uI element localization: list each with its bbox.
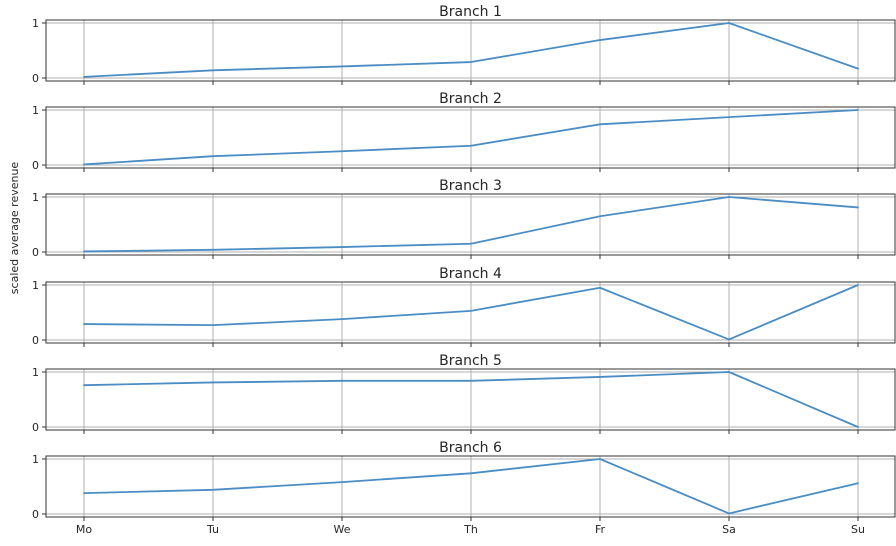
y-tick-label: 0 — [32, 508, 39, 521]
y-tick-label: 1 — [32, 366, 39, 379]
panel-title: Branch 4 — [439, 266, 502, 282]
x-tick-label: Fr — [595, 523, 606, 536]
panel-title: Branch 5 — [439, 353, 502, 369]
y-tick-label: 1 — [32, 279, 39, 292]
panel-title: Branch 3 — [439, 178, 502, 194]
panel-title: Branch 1 — [439, 4, 502, 20]
x-tick-label: Tu — [206, 523, 219, 536]
y-tick-label: 1 — [32, 453, 39, 466]
panels-group: Branch 1 0 1 Branch 2 0 1 Branch 3 0 1 Branch 4 0 1… — [32, 4, 896, 521]
x-tick-label: Sa — [722, 523, 736, 536]
y-tick-label: 0 — [32, 421, 39, 434]
y-tick-label: 1 — [32, 17, 39, 30]
y-axis-label: scaled average revenue — [8, 162, 21, 295]
y-tick-label: 1 — [32, 104, 39, 117]
panel-branch-6: Branch 6 0 1 — [32, 440, 896, 521]
panel-title: Branch 2 — [439, 91, 502, 107]
x-tick-label: Mo — [76, 523, 92, 536]
panel-branch-5: Branch 5 0 1 — [32, 353, 896, 434]
panel-branch-1: Branch 1 0 1 — [32, 4, 896, 85]
y-tick-label: 0 — [32, 72, 39, 85]
panel-branch-3: Branch 3 0 1 — [32, 178, 896, 259]
x-tick-label: We — [334, 523, 351, 536]
x-tick-labels: Mo Tu We Th Fr Sa Su — [76, 523, 865, 536]
panel-branch-4: Branch 4 0 1 — [32, 266, 896, 347]
y-tick-label: 1 — [32, 191, 39, 204]
y-tick-label: 0 — [32, 159, 39, 172]
x-tick-label: Su — [851, 523, 865, 536]
panel-title: Branch 6 — [439, 440, 502, 456]
x-tick-label: Th — [463, 523, 478, 536]
y-tick-label: 0 — [32, 246, 39, 259]
y-tick-label: 0 — [32, 334, 39, 347]
panel-branch-2: Branch 2 0 1 — [32, 91, 896, 172]
